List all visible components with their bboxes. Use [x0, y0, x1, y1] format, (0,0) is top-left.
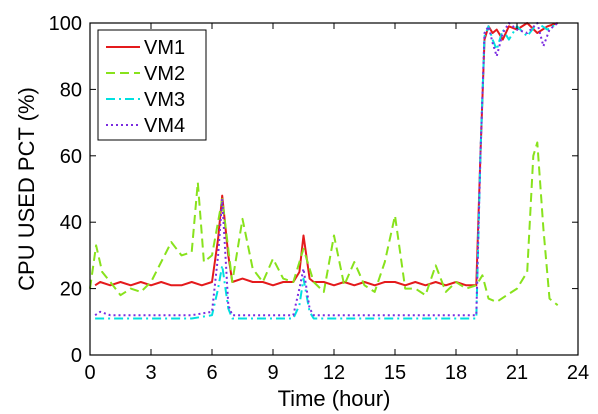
legend-label-vm3: VM3 [144, 89, 185, 111]
x-tick-label: 24 [567, 362, 589, 384]
x-tick-label: 18 [445, 362, 467, 384]
x-tick-label: 0 [84, 362, 95, 384]
series-line-vm4 [94, 22, 559, 317]
x-tick-label: 3 [145, 362, 156, 384]
series-layer [89, 22, 559, 320]
y-tick-label: 60 [60, 146, 82, 168]
legend-label-vm1: VM1 [144, 37, 185, 59]
y-axis-title: CPU USED PCT (%) [14, 87, 39, 291]
x-tick-label: 9 [267, 362, 278, 384]
series-line-vm3 [95, 22, 559, 320]
x-tick-label: 21 [506, 362, 528, 384]
legend: VM1 VM2 VM3 VM4 [97, 29, 207, 141]
y-tick-label: 20 [60, 279, 82, 301]
legend-label-vm2: VM2 [144, 63, 185, 85]
legend-items: VM1 VM2 VM3 VM4 [106, 37, 185, 137]
x-axis-title: Time (hour) [278, 386, 391, 411]
y-tick-label: 100 [49, 13, 82, 35]
legend-box [97, 29, 207, 141]
x-tick-label: 12 [323, 362, 345, 384]
y-tick-label: 0 [71, 345, 82, 367]
series-line-vm2 [89, 141, 559, 306]
y-tick-label: 80 [60, 79, 82, 101]
x-tick-label: 6 [206, 362, 217, 384]
x-tick-label: 15 [384, 362, 406, 384]
y-tick-label: 40 [60, 212, 82, 234]
legend-label-vm4: VM4 [144, 115, 185, 137]
tick-layer: 0 3 6 9 12 15 18 21 24 0 20 40 60 80 100 [49, 13, 590, 384]
